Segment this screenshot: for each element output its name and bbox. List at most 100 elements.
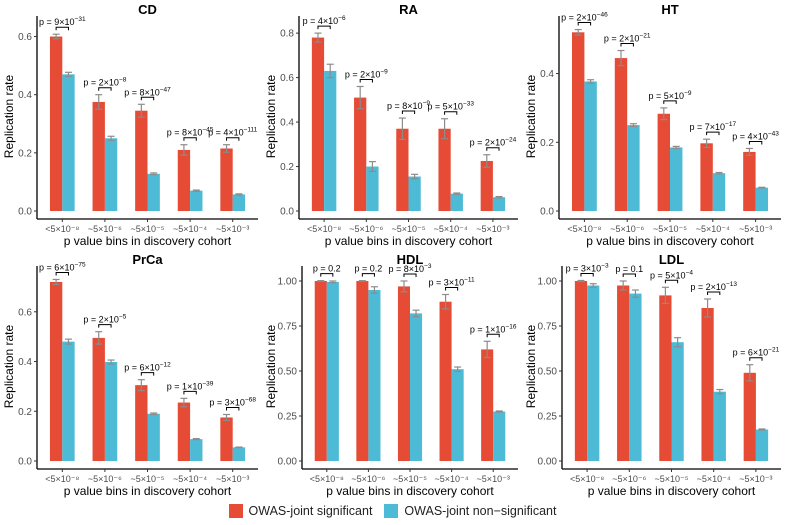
p-value-label: p = 2×10−13 — [690, 281, 737, 292]
bar-significant — [396, 128, 409, 211]
x-tick-label: ~5×10⁻⁴ — [434, 224, 468, 234]
bar-non-significant — [755, 187, 769, 211]
error-bar — [137, 379, 145, 392]
x-tick-label: ~5×10⁻⁵ — [130, 474, 164, 484]
p-value-label: p = 2×10−9 — [345, 68, 388, 79]
x-axis-label: p value bins in discovery cohort — [326, 484, 494, 498]
error-bar — [441, 118, 449, 140]
error-bar — [746, 364, 754, 382]
x-tick-label: <5×10⁻⁸ — [45, 224, 79, 234]
x-tick-label: <5×10⁻⁸ — [45, 474, 79, 484]
error-bar — [495, 410, 503, 413]
significance-bracket — [359, 78, 373, 83]
bar-non-significant — [629, 293, 642, 461]
error-bar — [358, 280, 366, 282]
error-bar — [703, 138, 711, 149]
error-bar — [453, 192, 461, 195]
y-tick-label: 0.4 — [18, 90, 32, 101]
y-tick-label: 0.25 — [278, 412, 298, 423]
x-tick-label: ~5×10⁻⁶ — [610, 224, 644, 234]
y-tick-label: 0.2 — [540, 138, 554, 149]
p-value-label: p = 2×10−5 — [83, 314, 126, 325]
bar-non-significant — [712, 173, 726, 211]
significance-bracket — [663, 100, 677, 104]
y-axis-label: Replication rate — [524, 74, 538, 158]
error-bar — [412, 309, 420, 318]
bar-non-significant — [670, 147, 683, 211]
error-bar — [587, 79, 595, 84]
error-bar — [223, 413, 231, 422]
p-value-label: p = 8×10−9 — [387, 100, 430, 111]
bar-non-significant — [584, 81, 597, 211]
x-tick-label: ~5×10⁻³ — [216, 474, 249, 484]
bar-significant — [220, 148, 233, 211]
bar-non-significant — [587, 285, 600, 461]
bar-significant — [92, 101, 105, 211]
y-tick-label: 0.2 — [280, 162, 294, 173]
bar-non-significant — [492, 197, 506, 211]
error-bar — [661, 286, 669, 305]
error-bar — [758, 428, 766, 431]
significance-bracket — [401, 110, 416, 115]
error-bar — [326, 63, 334, 79]
y-tick-label: 0.75 — [278, 322, 298, 333]
error-bar — [52, 278, 60, 286]
bar-significant — [657, 113, 670, 211]
significance-bracket — [226, 406, 240, 411]
significance-bracket — [706, 131, 720, 136]
error-bar — [716, 388, 724, 395]
bar-significant — [356, 281, 369, 461]
bar-significant — [614, 58, 628, 211]
bar-non-significant — [627, 125, 640, 211]
bar-significant — [481, 349, 494, 461]
y-tick-label: 0.50 — [278, 367, 298, 378]
y-tick-label: 0.50 — [538, 367, 558, 378]
y-tick-label: 0.6 — [280, 73, 294, 84]
bar-non-significant — [190, 439, 203, 461]
y-tick-label: 0.75 — [538, 322, 558, 333]
x-tick-label: ~5×10⁻⁴ — [173, 474, 207, 484]
bar-significant — [311, 37, 325, 212]
x-axis-label: p value bins in discovery cohort — [64, 484, 232, 498]
significance-bracket — [361, 273, 375, 277]
x-axis-label: p value bins in discovery cohort — [588, 484, 756, 498]
bar-non-significant — [324, 70, 337, 211]
bar-significant — [49, 281, 63, 461]
error-bar — [704, 298, 712, 318]
bar-significant — [700, 143, 713, 211]
p-value-label: p = 6×10−12 — [124, 362, 171, 373]
bar-non-significant — [62, 341, 75, 461]
panel-title: HDL — [397, 252, 424, 267]
p-value-label: p = 8×10−45 — [167, 127, 214, 138]
panel-title: HT — [661, 2, 678, 17]
panel-hdl: HDL 0.00 0.25 0.50 0.75 1.00 Replication rate <… — [264, 252, 518, 498]
bar-significant — [135, 385, 148, 461]
y-tick-label: 0.4 — [18, 357, 32, 368]
error-bar — [617, 49, 625, 67]
y-tick-label: 0.8 — [280, 29, 294, 40]
bar-non-significant — [326, 281, 339, 461]
error-bar — [137, 103, 145, 118]
bar-significant — [743, 372, 756, 461]
error-bar — [52, 33, 60, 40]
x-tick-label: ~5×10⁻⁵ — [391, 224, 425, 234]
error-bar — [574, 28, 582, 36]
error-bar — [672, 145, 680, 150]
error-bar — [317, 280, 325, 282]
x-tick-label: <5×10⁻⁸ — [310, 474, 344, 484]
p-value-label: p = 5×10−33 — [427, 101, 474, 112]
error-bar — [107, 359, 115, 365]
significance-bracket — [486, 147, 500, 151]
x-tick-label: <5×10⁻⁸ — [570, 474, 604, 484]
significance-bracket — [622, 273, 636, 277]
bar-non-significant — [410, 313, 423, 461]
p-value-label: p = 4×10−43 — [732, 130, 779, 141]
y-tick-label: 0.4 — [540, 69, 554, 80]
x-axis-label: p value bins in discovery cohort — [325, 234, 493, 248]
y-tick-label: 0.00 — [278, 457, 298, 468]
y-tick-label: 0.2 — [18, 407, 32, 418]
p-value-label: p = 7×10−17 — [690, 121, 737, 132]
panel-ldl: LDL 0.00 0.25 0.50 0.75 1.00 Replication rate <… — [524, 252, 781, 498]
